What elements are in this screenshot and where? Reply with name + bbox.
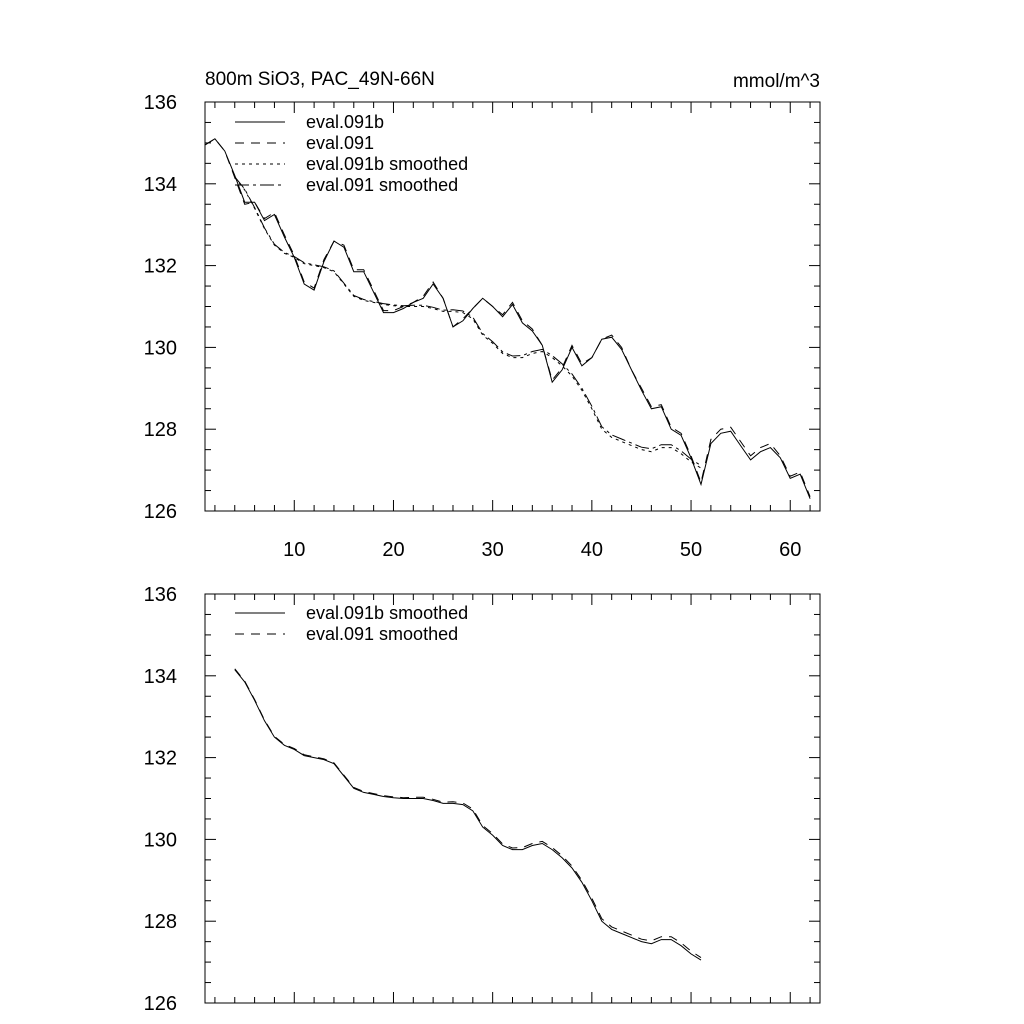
- series-line-eval-091b: [204, 138, 811, 499]
- units-label: mmol/m^3: [733, 71, 820, 92]
- y-tick-label: 136: [144, 92, 177, 114]
- plot-frame: [204, 101, 821, 512]
- legend-label: eval.091 smoothed: [306, 624, 458, 644]
- y-tick-label: 134: [144, 174, 177, 196]
- legend-label: eval.091b: [306, 112, 384, 132]
- y-tick-label: 130: [144, 829, 177, 851]
- y-tick-label: 132: [144, 748, 177, 770]
- y-tick-label: 128: [144, 911, 177, 933]
- y-tick-label: 126: [144, 993, 177, 1015]
- legend-label: eval.091b smoothed: [306, 603, 468, 623]
- legend-label: eval.091: [306, 133, 374, 153]
- x-tick-label: 40: [581, 539, 603, 561]
- plot-frame: [204, 593, 821, 1004]
- y-tick-label: 134: [144, 666, 177, 688]
- series-line-eval-091-smoothed: [234, 176, 702, 467]
- y-tick-label: 132: [144, 256, 177, 278]
- legend-label: eval.091b smoothed: [306, 154, 468, 174]
- y-tick-label: 136: [144, 584, 177, 606]
- legend-label: eval.091 smoothed: [306, 175, 458, 195]
- x-tick-label: 10: [283, 539, 305, 561]
- series-line-eval-091b-smoothed: [234, 669, 702, 961]
- series-line-eval-091: [204, 138, 811, 497]
- y-tick-label: 130: [144, 337, 177, 359]
- series-line-eval-091-smoothed: [234, 668, 702, 959]
- series-line-eval-091b-smoothed: [234, 177, 702, 469]
- bottom-panel: 126 128 130 132 134 136 eval.091b smoothedeval…: [144, 584, 821, 1015]
- x-tick-label: 30: [482, 539, 504, 561]
- x-tick-label: 20: [382, 539, 404, 561]
- y-tick-label: 128: [144, 419, 177, 441]
- chart-title: 800m SiO3, PAC_49N-66N: [205, 69, 435, 90]
- x-tick-label: 50: [680, 539, 702, 561]
- x-tick-label: 60: [779, 539, 801, 561]
- y-tick-label: 126: [144, 501, 177, 523]
